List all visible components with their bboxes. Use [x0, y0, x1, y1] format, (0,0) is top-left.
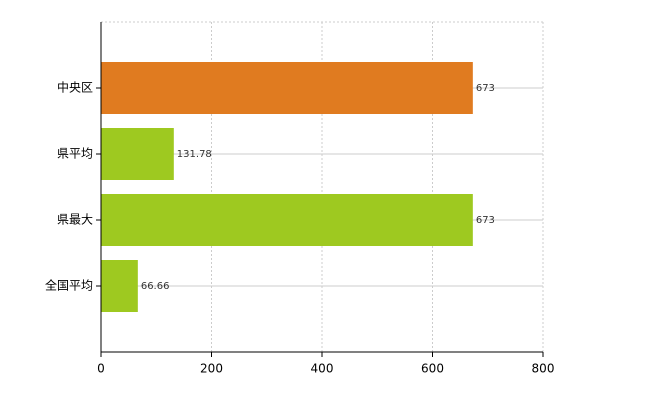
x-tick-label: 0 [97, 362, 105, 376]
y-tick-label: 全国平均 [45, 278, 93, 293]
bar [101, 260, 138, 312]
x-tick-label: 800 [532, 362, 555, 376]
bar [101, 128, 174, 180]
bar [101, 194, 473, 246]
x-tick-label: 200 [200, 362, 223, 376]
y-tick-label: 中央区 [57, 80, 93, 95]
y-tick-label: 県平均 [57, 147, 93, 161]
value-label: 131.78 [177, 149, 212, 160]
value-label: 673 [476, 83, 495, 94]
x-tick-label: 600 [421, 362, 444, 376]
y-tick-label: 県最大 [57, 213, 93, 227]
value-label: 673 [476, 215, 495, 226]
bar [101, 62, 473, 114]
x-tick-label: 400 [311, 362, 334, 376]
value-label: 66.66 [141, 281, 170, 292]
